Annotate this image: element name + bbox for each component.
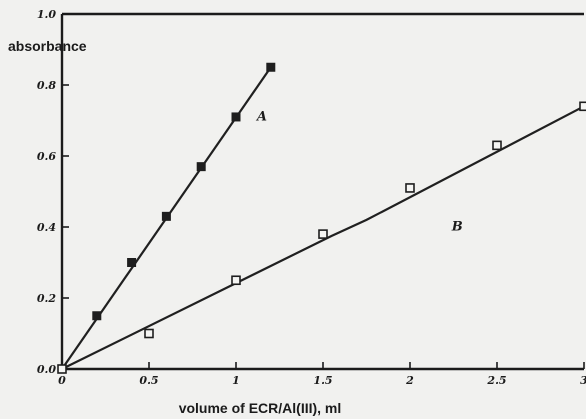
data-point-a <box>231 112 241 122</box>
data-point-a <box>266 62 276 72</box>
y-tick-label: 0.0 <box>37 363 56 376</box>
x-tick-label: 3 <box>580 374 586 387</box>
y-tick-label: 0.8 <box>37 79 56 92</box>
x-axis-title: volume of ECR/Al(III), ml <box>179 400 342 416</box>
y-tick-label: 0.6 <box>37 150 56 163</box>
y-tick-label: 1.0 <box>37 8 56 21</box>
series-markers <box>57 62 586 374</box>
axes: 0 0.5 1 1.5 2 2.5 3 0.0 0.2 0.4 0.6 0.8 1.0 <box>37 8 586 387</box>
series-label-a: A <box>255 110 267 125</box>
data-point-a <box>161 211 171 221</box>
data-point-a <box>92 311 102 321</box>
data-point-b <box>231 275 241 286</box>
y-tick-label: 0.4 <box>37 221 56 234</box>
data-point-b <box>405 183 415 193</box>
data-point-b <box>57 364 67 374</box>
y-tick-label: 0.2 <box>37 292 56 305</box>
x-tick-label: 0.5 <box>139 374 158 387</box>
y-axis-title: absorbance <box>8 38 87 54</box>
data-point-b <box>492 140 502 151</box>
x-tick-label: 1.5 <box>313 374 332 387</box>
data-point-a <box>196 162 206 172</box>
x-tick-label: 1 <box>232 374 240 387</box>
series-line-b <box>61 105 585 370</box>
x-tick-label: 2 <box>405 374 414 387</box>
x-tick-label: 0 <box>58 374 66 387</box>
data-point-b <box>579 101 586 112</box>
data-point-b <box>318 229 328 239</box>
x-tick-label: 2.5 <box>486 374 506 387</box>
data-point-b <box>144 328 154 339</box>
series-label-b: B <box>451 220 463 235</box>
series-labels: AB <box>255 110 463 235</box>
data-point-a <box>127 258 137 267</box>
